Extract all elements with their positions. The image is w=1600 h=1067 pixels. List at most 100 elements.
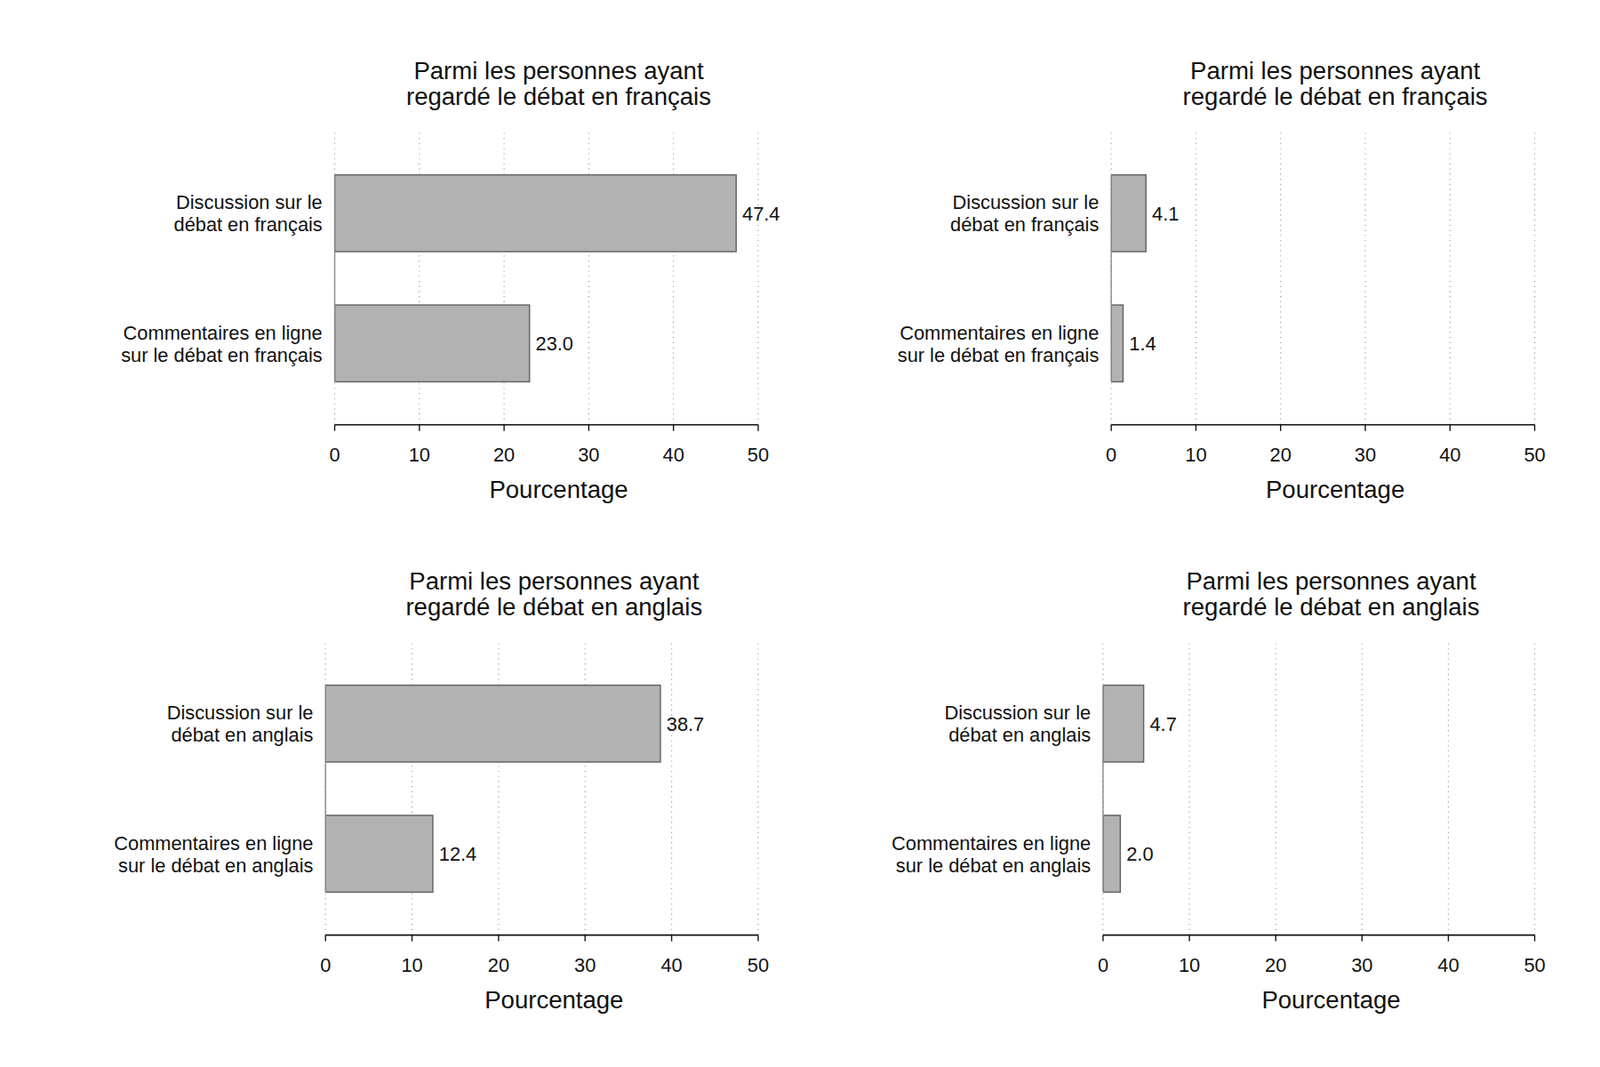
x-tick-label: 40 [1437, 953, 1459, 976]
data-label: 47.4 [742, 202, 780, 225]
title: Parmi les personnes ayantregardé le déba… [405, 567, 703, 622]
labels: 47.4Discussion sur ledébat en français23… [120, 191, 780, 367]
category-label: Commentaires en lignesur le débat en ang… [891, 832, 1091, 877]
category-label: Discussion sur ledébat en français [950, 191, 1099, 236]
x-tick [334, 424, 336, 432]
x-tick [671, 935, 672, 942]
category-line: Discussion sur le [952, 191, 1100, 214]
x-tick [1449, 424, 1451, 432]
x-tick [418, 424, 420, 432]
data-label: 38.7 [666, 712, 704, 736]
title-line: Parmi les personnes ayant [1190, 56, 1480, 85]
grid-line [1364, 132, 1366, 424]
x-axis [335, 424, 759, 426]
x-tick-label: 50 [1523, 953, 1545, 976]
grid-line [1275, 642, 1277, 935]
panel: Parmi les personnes ayantregardé le déba… [120, 56, 780, 504]
data-label: 2.0 [1126, 842, 1153, 865]
x-tick [757, 424, 759, 432]
bar [325, 685, 661, 762]
category-line: sur le débat en français [120, 344, 323, 367]
title-line: regardé le débat en français [406, 82, 712, 111]
x-tick [1280, 424, 1281, 432]
data-label: 23.0 [536, 332, 574, 355]
bar [1103, 685, 1144, 762]
x-tick [497, 935, 499, 942]
category-line: débat en français [950, 213, 1099, 236]
title-line: Parmi les personnes ayant [1185, 567, 1476, 595]
x-tick [1102, 935, 1104, 942]
x-tick-label: 50 [747, 443, 769, 466]
x-tick-label: 10 [408, 443, 431, 466]
bars [325, 685, 661, 893]
grid-line [671, 642, 672, 935]
x-tick-label: 30 [577, 443, 600, 466]
x-tick-label: 20 [493, 443, 515, 466]
x-tick-label: 0 [328, 443, 340, 466]
grid-line [757, 132, 759, 424]
bar [1103, 815, 1120, 892]
panel: Parmi les personnes ayantregardé le déba… [897, 56, 1546, 504]
bar [1111, 175, 1146, 252]
category-axis [1102, 685, 1104, 893]
title-line: regardé le débat en anglais [405, 592, 703, 621]
grid-line [1534, 132, 1536, 424]
x-tick [588, 424, 590, 432]
category-line: Commentaires en ligne [113, 832, 313, 855]
x-axis [1111, 424, 1535, 426]
x-tick [1364, 424, 1366, 432]
grid-line [1188, 642, 1190, 935]
category-label: Commentaires en lignesur le débat en fra… [120, 321, 323, 367]
title-line: regardé le débat en anglais [1183, 592, 1480, 621]
x-tick [503, 424, 504, 432]
x-tick [1110, 424, 1112, 432]
grid-line [1280, 132, 1281, 424]
category-line: Commentaires en ligne [891, 832, 1091, 855]
panel: Parmi les personnes ayantregardé le déba… [113, 567, 769, 1015]
category-line: sur le débat en anglais [118, 854, 313, 877]
x-tick [1195, 424, 1197, 432]
grid-line [1449, 132, 1451, 424]
labels: 4.7Discussion sur ledébat en anglais2.0C… [891, 701, 1177, 877]
category-label: Commentaires en lignesur le débat en ang… [113, 832, 313, 877]
x-tick [1448, 935, 1449, 942]
category-axis [325, 685, 327, 893]
grid-line [1361, 642, 1363, 935]
data-label: 12.4 [439, 842, 477, 865]
data-label: 4.1 [1152, 202, 1179, 225]
x-tick [411, 935, 413, 942]
x-tick [672, 424, 674, 432]
x-tick [584, 935, 586, 942]
bar [1111, 304, 1123, 382]
grid-line [1448, 642, 1449, 935]
x-tick [1274, 935, 1276, 942]
x-axis-label: Pourcentage [484, 985, 624, 1014]
x-tick-label: 10 [1184, 443, 1207, 466]
category-line: débat en anglais [948, 723, 1091, 746]
title-line: Parmi les personnes ayant [408, 567, 699, 595]
bars [335, 175, 737, 383]
x-tick-label: 40 [1439, 443, 1461, 466]
category-axis [334, 175, 336, 383]
grid-line [1111, 132, 1112, 424]
x-tick [1534, 424, 1536, 432]
x-tick-label: 30 [1354, 443, 1376, 466]
grid-line [325, 642, 327, 935]
category-line: débat en français [174, 213, 323, 236]
category-label: Discussion sur ledébat en anglais [944, 701, 1091, 746]
x-tick-label: 10 [1178, 953, 1200, 976]
category-line: Commentaires en ligne [899, 321, 1099, 344]
x-tick-label: 30 [574, 953, 596, 976]
x-tick-label: 20 [488, 953, 510, 976]
x-tick [325, 935, 327, 942]
x-tick-label: 20 [1264, 953, 1287, 976]
x-tick [1361, 935, 1363, 942]
bar [335, 304, 530, 382]
x-tick-label: 40 [663, 443, 685, 466]
x-axis-label: Pourcentage [1265, 475, 1405, 504]
x-axis-label: Pourcentage [488, 475, 628, 504]
x-tick-label: 10 [400, 953, 423, 976]
category-line: Discussion sur le [944, 701, 1091, 724]
x-tick-label: 0 [1097, 953, 1109, 976]
x-axis-label: Pourcentage [1261, 985, 1400, 1014]
